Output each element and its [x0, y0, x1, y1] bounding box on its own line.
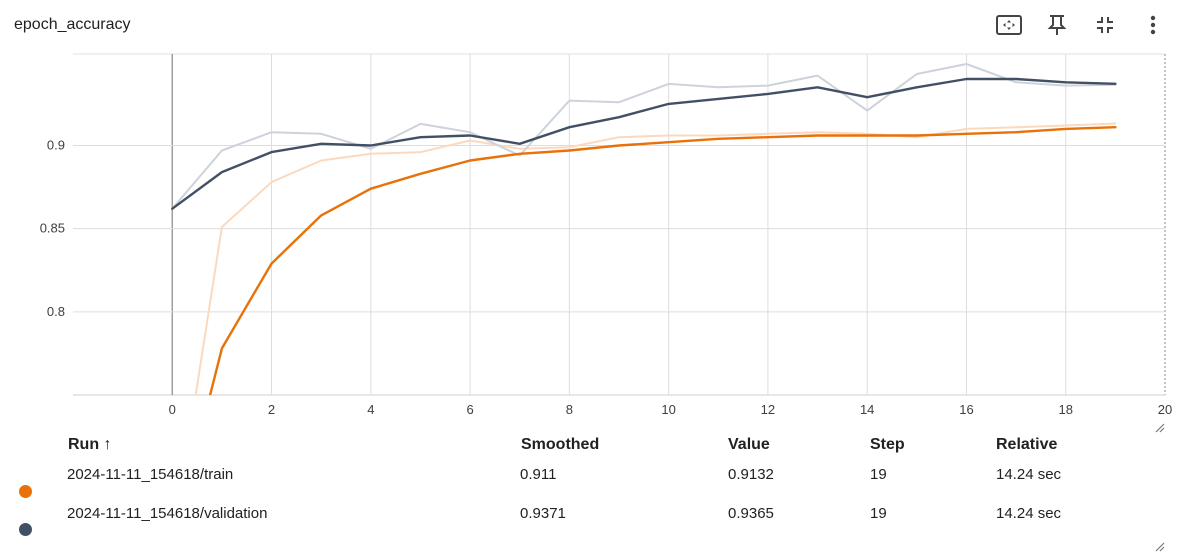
x-tick-label: 14 — [860, 402, 874, 417]
series-line-raw-train — [194, 122, 1117, 395]
chart-grid — [73, 53, 1166, 396]
pin-button[interactable] — [1040, 10, 1074, 40]
x-tick-label: 16 — [959, 402, 973, 417]
x-tick-label: 0 — [169, 402, 176, 417]
chart-toolbar — [992, 10, 1170, 40]
run-color-dot — [19, 523, 32, 536]
series-line-raw-validation — [171, 63, 1117, 210]
y-tick-label: 0.9 — [47, 137, 65, 152]
header-run[interactable]: Run ↑ — [68, 436, 112, 453]
series-line-smoothed-validation — [171, 77, 1117, 210]
x-tick-label: 20 — [1158, 402, 1172, 417]
x-tick-label: 12 — [761, 402, 775, 417]
x-tick-label: 18 — [1058, 402, 1072, 417]
fit-domain-button[interactable] — [992, 10, 1026, 40]
run-name: 2024-11-11_154618/validation — [67, 505, 268, 522]
relative-value: 14.24 sec — [996, 505, 1062, 522]
series-line-smoothed-train — [208, 126, 1117, 395]
step-value: 19 — [870, 505, 887, 522]
header-relative[interactable]: Relative — [996, 436, 1058, 453]
run-color-dot — [19, 485, 32, 498]
collapse-icon — [1097, 17, 1113, 33]
header-smoothed[interactable]: Smoothed — [521, 436, 600, 453]
step-value: 19 — [870, 466, 887, 483]
runs-table-header: Run ↑ Smoothed Value Step Relative — [0, 436, 1180, 458]
raw-value: 0.9365 — [728, 505, 774, 522]
raw-value: 0.9132 — [728, 466, 774, 483]
y-tick-label: 0.8 — [47, 304, 65, 319]
line-chart[interactable]: 0 2 4 6 8 10 12 14 16 18 20 0.8 0.85 0.9 — [0, 40, 1180, 430]
pin-icon — [1047, 15, 1067, 35]
x-tick-label: 2 — [268, 402, 275, 417]
smoothed-value: 0.9371 — [520, 505, 566, 522]
x-tick-label: 6 — [466, 402, 473, 417]
chart-axes: 0 2 4 6 8 10 12 14 16 18 20 0.8 0.85 0.9 — [40, 137, 1173, 417]
chart-title: epoch_accuracy — [14, 16, 131, 33]
chart-series — [171, 63, 1117, 395]
header-value[interactable]: Value — [728, 436, 770, 453]
relative-value: 14.24 sec — [996, 466, 1062, 483]
x-tick-label: 10 — [661, 402, 675, 417]
header-step[interactable]: Step — [870, 436, 905, 453]
table-row[interactable]: 2024-11-11_154618/validation 0.9371 0.93… — [0, 505, 1180, 536]
table-row[interactable]: 2024-11-11_154618/train 0.911 0.9132 19 … — [0, 466, 1180, 498]
x-tick-label: 4 — [367, 402, 374, 417]
smoothed-value: 0.911 — [520, 466, 557, 483]
run-name: 2024-11-11_154618/train — [67, 466, 234, 483]
x-tick-label: 8 — [566, 402, 573, 417]
fit-domain-icon — [996, 15, 1022, 35]
chart-resize-handle-icon[interactable] — [1153, 421, 1165, 433]
y-tick-label: 0.85 — [40, 221, 65, 236]
more-options-button[interactable] — [1136, 10, 1170, 40]
more-vert-icon — [1150, 15, 1156, 35]
table-resize-handle-icon[interactable] — [1153, 540, 1165, 552]
collapse-button[interactable] — [1088, 10, 1122, 40]
